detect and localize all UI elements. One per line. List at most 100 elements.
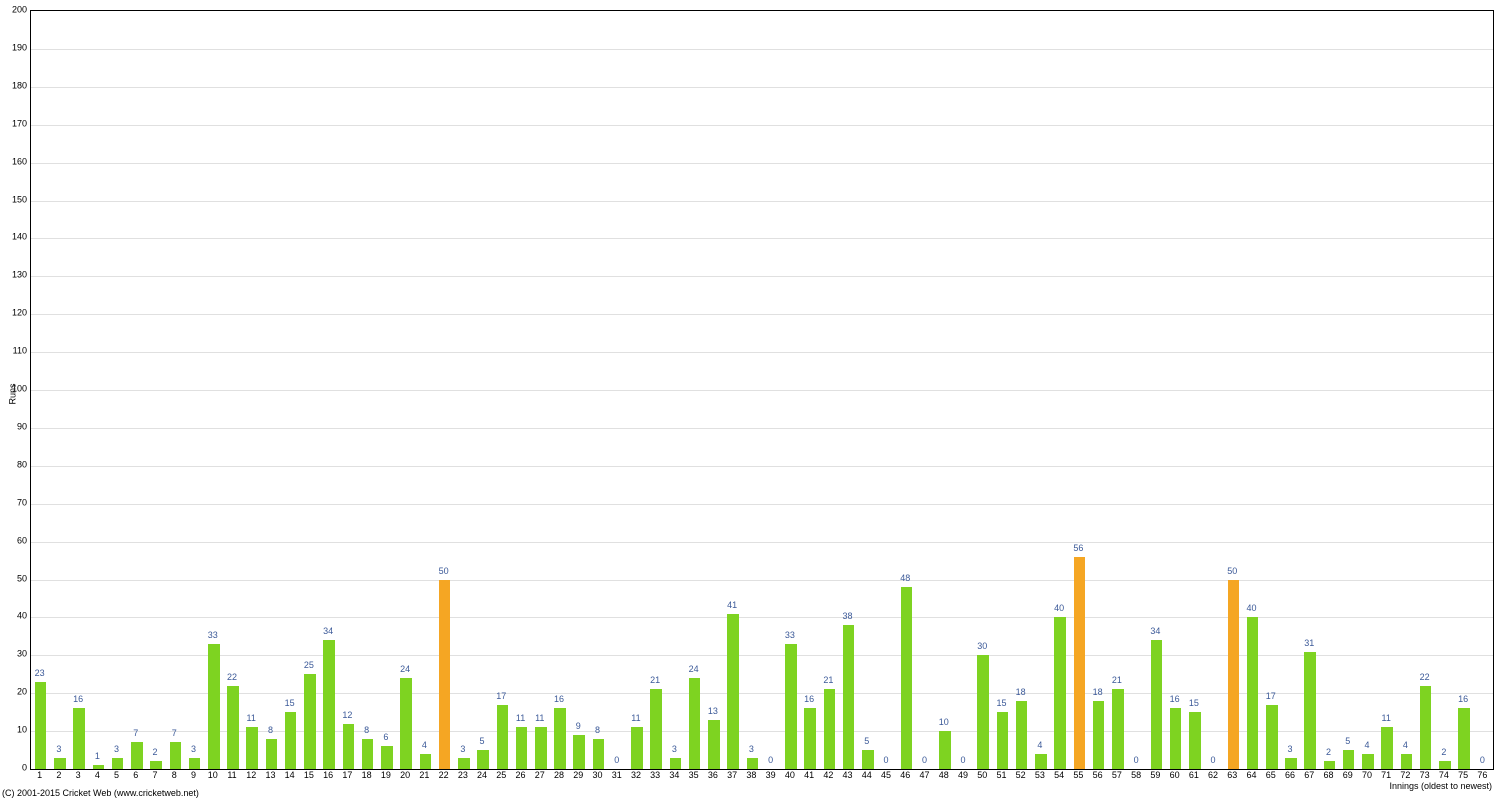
bar-value-label: 34: [323, 627, 333, 636]
x-tick-label: 62: [1208, 771, 1218, 780]
x-tick-label: 10: [208, 771, 218, 780]
bar: [747, 758, 759, 769]
bar: [670, 758, 682, 769]
x-tick-label: 32: [631, 771, 641, 780]
gridline: [31, 390, 1493, 391]
bar-value-label: 0: [614, 756, 619, 765]
y-tick-label: 120: [2, 309, 27, 318]
y-tick-label: 160: [2, 157, 27, 166]
bar: [458, 758, 470, 769]
bar: [112, 758, 124, 769]
bar: [54, 758, 66, 769]
x-tick-label: 18: [362, 771, 372, 780]
x-tick-label: 41: [804, 771, 814, 780]
x-tick-label: 60: [1170, 771, 1180, 780]
bar-value-label: 5: [480, 737, 485, 746]
bar-value-label: 3: [1287, 745, 1292, 754]
bar: [35, 682, 47, 769]
bar-value-label: 11: [1382, 714, 1391, 723]
bar-value-label: 50: [439, 567, 449, 576]
bar-value-label: 4: [422, 741, 427, 750]
x-tick-label: 24: [477, 771, 487, 780]
bar-value-label: 4: [1403, 741, 1408, 750]
gridline: [31, 504, 1493, 505]
bar-value-label: 33: [785, 631, 795, 640]
x-tick-label: 36: [708, 771, 718, 780]
bar: [631, 727, 643, 769]
bar: [170, 742, 182, 769]
bar: [1362, 754, 1374, 769]
gridline: [31, 617, 1493, 618]
bar: [381, 746, 393, 769]
y-tick-label: 100: [2, 385, 27, 394]
x-tick-label: 58: [1131, 771, 1141, 780]
bar-value-label: 7: [172, 729, 177, 738]
bar: [901, 587, 913, 769]
bar: [1035, 754, 1047, 769]
bar: [362, 739, 374, 769]
x-tick-label: 47: [919, 771, 929, 780]
bar-value-label: 5: [1345, 737, 1350, 746]
x-tick-label: 53: [1035, 771, 1045, 780]
plot-area: [30, 10, 1494, 770]
bar-value-label: 18: [1093, 688, 1103, 697]
x-tick-label: 75: [1458, 771, 1468, 780]
bar-value-label: 11: [631, 714, 640, 723]
bar: [824, 689, 836, 769]
x-tick-label: 27: [535, 771, 545, 780]
x-tick-label: 59: [1150, 771, 1160, 780]
x-tick-label: 33: [650, 771, 660, 780]
gridline: [31, 428, 1493, 429]
y-tick-label: 70: [2, 498, 27, 507]
x-tick-label: 19: [381, 771, 391, 780]
bar: [1381, 727, 1393, 769]
bar: [977, 655, 989, 769]
y-tick-label: 140: [2, 233, 27, 242]
bar-value-label: 15: [996, 699, 1006, 708]
bar-value-label: 56: [1073, 544, 1083, 553]
bar-value-label: 8: [268, 726, 273, 735]
x-tick-label: 71: [1381, 771, 1391, 780]
bar: [1170, 708, 1182, 769]
bar-value-label: 40: [1054, 604, 1064, 613]
bar: [1401, 754, 1413, 769]
bar: [400, 678, 412, 769]
bar-value-label: 0: [922, 756, 927, 765]
x-tick-label: 21: [419, 771, 429, 780]
y-tick-label: 170: [2, 119, 27, 128]
bar: [1112, 689, 1124, 769]
bar: [1458, 708, 1470, 769]
x-tick-label: 43: [843, 771, 853, 780]
y-tick-label: 0: [2, 764, 27, 773]
bar-value-label: 0: [960, 756, 965, 765]
bar: [285, 712, 297, 769]
bar-value-label: 8: [364, 726, 369, 735]
bar: [997, 712, 1009, 769]
y-tick-label: 190: [2, 43, 27, 52]
bar-value-label: 0: [768, 756, 773, 765]
bar-value-label: 41: [727, 601, 737, 610]
x-tick-label: 9: [191, 771, 196, 780]
bar-value-label: 2: [1441, 748, 1446, 757]
x-tick-label: 76: [1477, 771, 1487, 780]
gridline: [31, 314, 1493, 315]
x-tick-label: 40: [785, 771, 795, 780]
bar: [497, 705, 509, 769]
x-tick-label: 17: [342, 771, 352, 780]
bar-value-label: 34: [1150, 627, 1160, 636]
bar: [1093, 701, 1105, 769]
bar-value-label: 21: [650, 676, 660, 685]
bar: [593, 739, 605, 769]
x-tick-label: 44: [862, 771, 872, 780]
bar-value-label: 24: [689, 665, 699, 674]
x-tick-label: 51: [996, 771, 1006, 780]
bar-value-label: 31: [1304, 639, 1314, 648]
x-tick-label: 72: [1400, 771, 1410, 780]
x-tick-label: 73: [1420, 771, 1430, 780]
y-tick-label: 60: [2, 536, 27, 545]
x-tick-label: 55: [1073, 771, 1083, 780]
x-tick-label: 31: [612, 771, 622, 780]
bar: [554, 708, 566, 769]
x-tick-label: 28: [554, 771, 564, 780]
bar-value-label: 3: [56, 745, 61, 754]
